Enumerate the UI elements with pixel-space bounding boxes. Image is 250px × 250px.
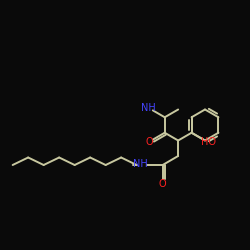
- Text: O: O: [145, 137, 153, 147]
- Text: NH: NH: [141, 103, 156, 113]
- Text: HO: HO: [202, 137, 216, 147]
- Text: NH: NH: [133, 159, 148, 169]
- Text: O: O: [159, 179, 166, 189]
